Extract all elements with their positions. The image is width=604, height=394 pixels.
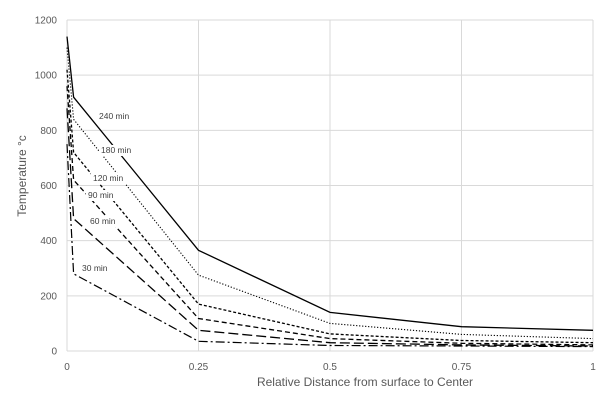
y-tick-label: 400 bbox=[40, 236, 57, 247]
y-tick-label: 1200 bbox=[35, 16, 58, 27]
x-axis-title: Relative Distance from surface to Center bbox=[257, 375, 473, 389]
series-label-backdrop bbox=[91, 173, 131, 184]
series-label: 60 min bbox=[90, 216, 116, 226]
series-line-120-min bbox=[66, 69, 594, 344]
series-line-30-min bbox=[66, 144, 594, 348]
series-line-60-min bbox=[66, 108, 594, 347]
series-label-backdrop bbox=[80, 263, 115, 274]
y-tick-label: 1000 bbox=[35, 71, 58, 82]
series-line-240-min bbox=[66, 36, 594, 331]
tick-labels: 0 200 400 600 800 1000 1200 0 0.25 0.5 0.75 1 bbox=[35, 16, 596, 374]
series-lines bbox=[66, 36, 594, 348]
y-tick-label: 600 bbox=[40, 181, 57, 192]
series-line-90-min bbox=[66, 86, 594, 346]
x-tick-label: 0.25 bbox=[189, 362, 209, 373]
x-tick-label: 1 bbox=[590, 362, 596, 373]
y-axis-title: Temperature °c bbox=[15, 135, 29, 217]
series-line-180-min bbox=[66, 47, 594, 340]
series-label: 30 min bbox=[82, 263, 108, 273]
series-label-backdrop bbox=[86, 190, 121, 201]
series-label-backdrop bbox=[99, 145, 139, 156]
series-label-backdrop bbox=[97, 111, 137, 122]
x-tick-label: 0.5 bbox=[323, 362, 337, 373]
x-tick-label: 0.75 bbox=[452, 362, 472, 373]
y-tick-label: 0 bbox=[51, 347, 57, 358]
series-label-backdrop bbox=[88, 216, 123, 227]
series-label: 240 min bbox=[99, 111, 130, 121]
series-label: 90 min bbox=[88, 190, 114, 200]
x-tick-label: 0 bbox=[64, 362, 70, 373]
series-labels: 240 min 180 min 120 min 90 min 60 min 30 min bbox=[80, 111, 139, 274]
grid bbox=[66, 19, 594, 352]
y-tick-label: 200 bbox=[40, 291, 57, 302]
y-tick-label: 800 bbox=[40, 126, 57, 137]
series-label: 180 min bbox=[101, 145, 132, 155]
series-label: 120 min bbox=[93, 173, 124, 183]
